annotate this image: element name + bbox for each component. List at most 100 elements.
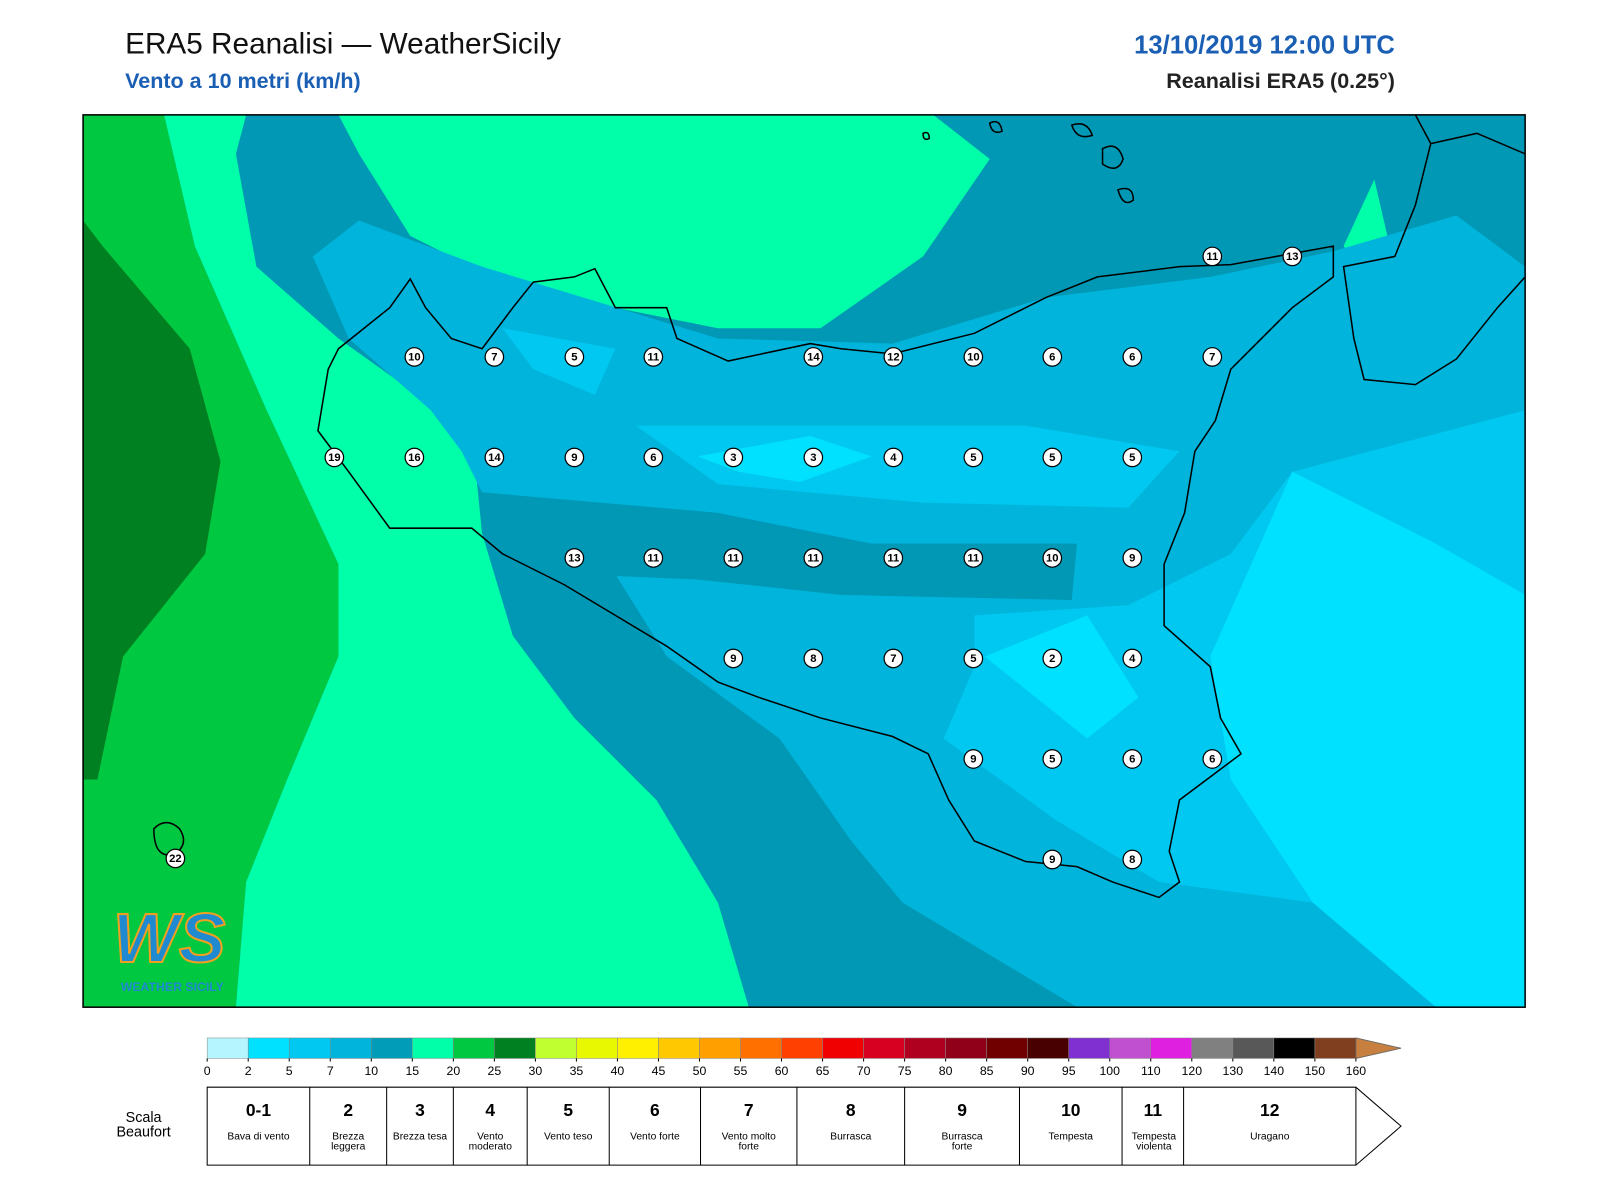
beaufort-label: Scala Beaufort [116, 1109, 171, 1140]
beaufort-description: Burrasca [830, 1132, 872, 1143]
station-value: 11 [967, 552, 979, 564]
beaufort-force: 12 [1260, 1100, 1279, 1120]
station-value: 8 [810, 653, 816, 665]
colorbar-tick-label: 130 [1223, 1064, 1244, 1078]
beaufort-description: Burrasca forte [941, 1132, 983, 1153]
colorbar: 0 2 5 7 10 15 20 25 30 35 40 45 50 55 60 65 70 75 80 85 90 95… [204, 1037, 1402, 1078]
contour [697, 435, 872, 483]
colorbar-segment [986, 1037, 1028, 1059]
station-marker [963, 749, 984, 769]
beaufort-force: 4 [485, 1100, 495, 1120]
station-value: 6 [650, 452, 656, 464]
map: 11 13 10 7 5 11 14 12 10 6 6 7 19 16 14 9 6 3 3 4 5 5 5 13 11 11 1… [83, 114, 1526, 1008]
station-marker [1202, 347, 1223, 367]
colorbar-tick-label: 65 [816, 1064, 830, 1078]
station-marker [643, 548, 664, 568]
beaufort-description: Brezza tesa [392, 1132, 448, 1143]
station-marker [1122, 447, 1143, 468]
beaufort-description-box: Tempesta [1048, 1132, 1093, 1143]
colorbar-segment [1027, 1037, 1069, 1059]
colorbar-tick-label: 140 [1264, 1064, 1285, 1078]
colorbar-tick-label: 40 [611, 1064, 625, 1078]
station-marker [803, 447, 824, 468]
beaufort-description-box: Uragano [1250, 1132, 1289, 1142]
station-value: 12 [887, 351, 900, 363]
station-value: 9 [970, 753, 976, 765]
station-marker [723, 548, 744, 568]
colorbar-segment [576, 1037, 618, 1059]
station-marker [1042, 648, 1063, 669]
colorbar-tick-label: 160 [1346, 1064, 1367, 1078]
beaufort-force: 7 [744, 1100, 754, 1120]
colorbar-segment [904, 1037, 946, 1059]
colorbar-segment [945, 1037, 987, 1059]
station-value: 4 [1129, 653, 1136, 665]
station-value: 19 [328, 452, 341, 464]
datetime: 13/10/2019 12:00 UTC [1134, 31, 1395, 59]
station-marker [1122, 347, 1143, 367]
station-marker [404, 347, 425, 367]
colorbar-segment [453, 1037, 495, 1059]
colorbar-segment [329, 1037, 372, 1059]
logo-mark: WS [113, 899, 225, 977]
beaufort-description: Vento molto forte [721, 1132, 776, 1153]
station-marker [1282, 246, 1303, 267]
station-marker [165, 848, 186, 869]
station-value: 11 [1206, 251, 1218, 263]
station-marker [1042, 548, 1063, 568]
colorbar-tick-label: 60 [775, 1064, 789, 1078]
beaufort-description-box: Vento teso [544, 1132, 592, 1142]
station-value: 9 [1049, 854, 1055, 866]
station-marker [1202, 246, 1223, 267]
colorbar-tick-label: 10 [364, 1064, 378, 1078]
contour [1210, 471, 1526, 1008]
station-value: 7 [1209, 351, 1215, 363]
colorbar-segment [863, 1037, 905, 1059]
station-value: 4 [890, 452, 897, 464]
colorbar-segment [288, 1037, 331, 1059]
station-marker [883, 548, 904, 568]
colorbar-tick-label: 2 [245, 1064, 252, 1078]
colorbar-segment [1273, 1037, 1316, 1059]
colorbar-tick-label: 80 [939, 1064, 953, 1078]
station-value: 6 [1209, 753, 1215, 765]
beaufort-description-box: Vento moderato [468, 1132, 512, 1153]
station-value: 11 [647, 351, 659, 363]
station-value: 3 [730, 452, 736, 464]
station-marker [484, 447, 505, 468]
colorbar-segment [617, 1037, 659, 1059]
colorbar-tick-label: 7 [327, 1064, 334, 1078]
colorbar-segment [1191, 1037, 1234, 1059]
colorbar-arrow [1355, 1037, 1402, 1059]
station-marker [564, 447, 585, 468]
contour [482, 492, 1077, 600]
station-marker [1122, 749, 1143, 769]
beaufort-description-box: Burrasca forte [941, 1132, 983, 1153]
contour [83, 220, 221, 780]
station-marker [803, 648, 824, 669]
coastline [317, 245, 1335, 899]
coastline [1414, 114, 1526, 155]
station-value: 16 [408, 452, 421, 464]
beaufort-description: Vento moderato [468, 1132, 512, 1153]
station-value: 7 [491, 351, 497, 363]
colorbar-segment [412, 1037, 454, 1059]
colorbar-tick-label: 150 [1305, 1064, 1326, 1078]
station-value: 9 [730, 653, 736, 665]
station-marker [1122, 648, 1143, 669]
station-marker [883, 447, 904, 468]
beaufort-description: Tempesta [1048, 1132, 1093, 1143]
station-value: 13 [1286, 251, 1299, 263]
beaufort-description-box: Tempesta violenta [1132, 1132, 1176, 1152]
station-marker [643, 447, 664, 468]
station-value: 22 [169, 853, 182, 865]
beaufort-scale: 0-1 Bava di vento 2 Brezza leggera 3 Brezza t… [206, 1086, 1402, 1166]
station-marker [723, 447, 744, 468]
contour [984, 615, 1139, 739]
beaufort-force: 11 [1144, 1100, 1163, 1120]
beaufort-label-box: Scala Beaufort [116, 1109, 171, 1140]
station-marker [963, 347, 984, 367]
station-value: 6 [1049, 351, 1055, 363]
station-value: 6 [1129, 351, 1135, 363]
station-value: 7 [890, 653, 896, 665]
